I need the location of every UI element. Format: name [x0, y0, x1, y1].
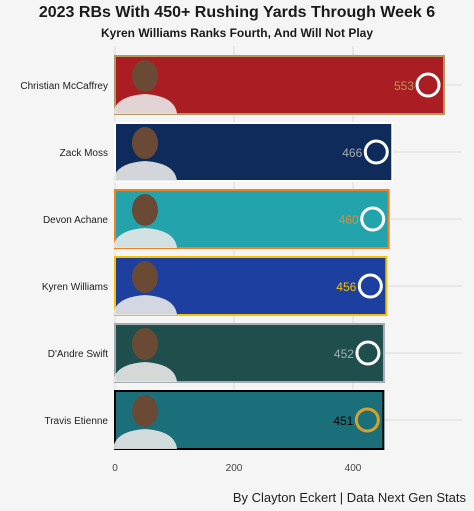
eagles-logo-icon: [355, 340, 381, 366]
category-label: Kyren Williams: [42, 282, 108, 293]
colts-horseshoe-icon: [363, 139, 389, 165]
value-label: 466: [342, 146, 362, 160]
credit-line: By Clayton Eckert | Data Next Gen Stats: [232, 490, 466, 505]
value-label: 456: [336, 280, 356, 294]
value-label: 452: [334, 347, 354, 361]
player-headshot-icon: [113, 60, 177, 114]
player-headshot-icon: [113, 328, 177, 382]
player-headshot-icon: [113, 127, 177, 181]
x-tick-label: 0: [112, 463, 118, 474]
chart-subtitle: Kyren Williams Ranks Fourth, And Will No…: [100, 26, 374, 40]
category-label: Travis Etienne: [44, 416, 108, 427]
x-tick-label: 200: [226, 463, 243, 474]
dolphins-logo-icon: [360, 206, 386, 232]
category-label: Zack Moss: [60, 148, 108, 159]
category-label: D'Andre Swift: [48, 349, 108, 360]
value-label: 460: [339, 213, 359, 227]
x-tick-label: 400: [345, 463, 362, 474]
chart-title: 2023 RBs With 450+ Rushing Yards Through…: [38, 4, 436, 21]
rams-logo-icon: [357, 273, 383, 299]
category-label: Christian McCaffrey: [20, 81, 108, 92]
player-headshot-icon: [113, 395, 177, 449]
value-label: 451: [333, 414, 353, 428]
category-label: Devon Achane: [43, 215, 108, 226]
player-headshot-icon: [113, 261, 177, 315]
jaguars-logo-icon: [354, 407, 380, 433]
value-label: 553: [394, 79, 414, 93]
49ers-logo-icon: [415, 72, 441, 98]
player-headshot-icon: [113, 194, 177, 248]
